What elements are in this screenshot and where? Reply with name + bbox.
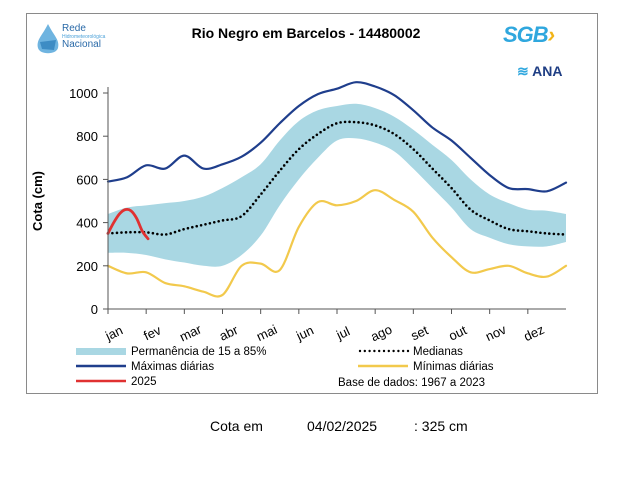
sgb-chevron-icon: ›	[547, 22, 555, 47]
logo-ana-text: ANA	[532, 63, 563, 79]
legend-label: 2025	[131, 376, 157, 388]
x-tick-label: fev	[141, 322, 164, 343]
permanence-band	[108, 103, 566, 267]
x-tick-label: ago	[368, 322, 394, 345]
x-tick-label: jan	[102, 322, 125, 343]
series-medianas-line	[106, 120, 568, 236]
x-tick-label: set	[408, 322, 430, 343]
data-source-note: Base de dados: 1967 a 2023	[338, 377, 485, 389]
legend-label: Medianas	[413, 346, 463, 358]
y-tick-label: 800	[76, 129, 98, 144]
logo-sgb-text: SGB	[503, 22, 549, 47]
y-tick-label: 200	[76, 259, 98, 274]
legend-item: 2025	[76, 376, 157, 388]
x-tick-label: mar	[177, 321, 204, 344]
series-2025-line	[106, 207, 150, 241]
axes: 0 200 400 600 800 1000 jan fev mar abr mai jun jul ag…	[69, 86, 566, 344]
footer-value: : 325 cm	[414, 418, 468, 434]
ana-wave-icon: ≋	[517, 63, 529, 79]
logo-rede-line3: Nacional	[62, 39, 101, 50]
legend-swatch-band	[76, 348, 126, 355]
legend-item: Mínimas diárias	[358, 361, 494, 373]
x-tick-label: jul	[333, 323, 352, 343]
y-tick-label: 1000	[69, 86, 98, 101]
legend-label: Permanência de 15 a 85%	[131, 346, 267, 358]
x-tick-label: jun	[293, 322, 316, 343]
chart-title: Rio Negro em Barcelos - 14480002	[192, 25, 421, 41]
x-tick-label: out	[446, 322, 469, 343]
logo-rede-hidrometeorologica: Rede Hidrometeorológica Nacional	[34, 22, 114, 62]
water-drop-icon	[37, 24, 59, 54]
x-tick-label: dez	[521, 322, 546, 344]
legend-label: Máximas diárias	[131, 361, 214, 373]
legend: Permanência de 15 a 85% Medianas Máximas d…	[76, 346, 494, 389]
logo-ana: ≋ ANA	[517, 63, 562, 80]
y-axis-label: Cota (cm)	[30, 171, 45, 231]
legend-item: Máximas diárias	[76, 361, 214, 373]
legend-label: Mínimas diárias	[413, 361, 494, 373]
y-tick-label: 600	[76, 172, 98, 187]
series-maximas-diarias-line	[106, 81, 568, 193]
y-tick-label: 400	[76, 216, 98, 231]
plot-area	[106, 81, 568, 298]
x-tick-label: abr	[217, 322, 241, 344]
logo-rede-line1: Rede	[62, 23, 86, 34]
y-tick-label: 0	[91, 302, 98, 317]
logo-sgb: SGB›	[503, 22, 555, 48]
logo-rede-line2: Hidrometeorológica	[62, 34, 106, 40]
x-tick-label: mai	[254, 322, 279, 344]
footer-date: 04/02/2025	[307, 418, 378, 434]
legend-item: Medianas	[358, 346, 463, 358]
x-tick-label: nov	[483, 321, 509, 344]
legend-item: Permanência de 15 a 85%	[76, 346, 267, 358]
series-minimas-diarias-line	[106, 189, 568, 298]
footer-label: Cota em	[210, 418, 263, 434]
